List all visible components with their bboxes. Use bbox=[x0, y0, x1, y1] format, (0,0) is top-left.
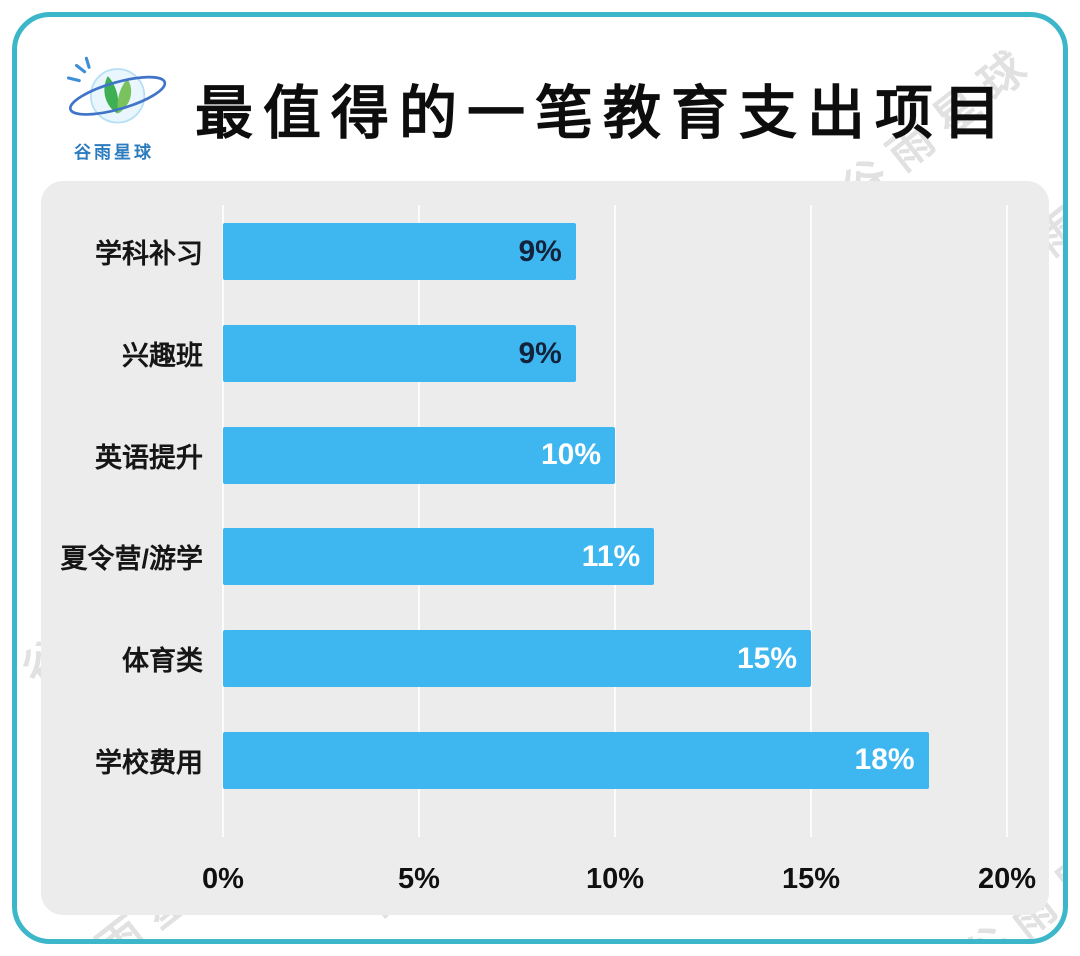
header: 谷雨星球 最值得的一笔教育支出项目 bbox=[55, 43, 1033, 173]
bar-value-label: 9% bbox=[518, 336, 562, 370]
bar: 15% bbox=[223, 630, 811, 688]
x-tick-label: 15% bbox=[781, 863, 841, 895]
brand-logo: 谷雨星球 bbox=[55, 53, 173, 163]
gridline bbox=[418, 205, 420, 837]
gridlines bbox=[222, 205, 1008, 837]
bar: 18% bbox=[223, 731, 929, 789]
category-label: 兴趣班 bbox=[122, 341, 203, 371]
bar-value-label: 18% bbox=[854, 743, 915, 777]
chart-row: 夏令营/游学 11% bbox=[60, 506, 1007, 608]
x-tick-label: 20% bbox=[977, 863, 1037, 895]
bar: 11% bbox=[223, 528, 655, 586]
x-axis: 0% 5% 10% 15% 20% bbox=[202, 863, 1036, 899]
bar: 10% bbox=[223, 426, 615, 484]
bar-value-label: 15% bbox=[736, 641, 797, 675]
planet-logo-icon bbox=[66, 56, 167, 124]
bar: 9% bbox=[223, 223, 576, 281]
chart-panel: 学科补习 9% 兴趣班 9% 英语提升 10% 夏令营/游学 11% 体育类 15% 学校费用 18%… bbox=[41, 181, 1049, 915]
gridline bbox=[810, 205, 812, 837]
category-label: 学校费用 bbox=[95, 747, 203, 778]
gridline bbox=[1006, 205, 1008, 837]
brand-name: 谷雨星球 bbox=[74, 143, 154, 162]
category-label: 学科补习 bbox=[95, 239, 203, 270]
chart-row: 英语提升 10% bbox=[95, 404, 1007, 506]
infographic-card: 谷雨星球谷雨星球谷雨星球谷雨星球谷雨星球谷雨星球谷雨星球谷雨星球谷雨星球谷雨星球… bbox=[12, 12, 1068, 944]
x-tick-label: 0% bbox=[202, 863, 244, 895]
category-label: 体育类 bbox=[122, 646, 203, 677]
x-tick-label: 10% bbox=[585, 863, 645, 895]
chart-row: 学校费用 18% bbox=[95, 709, 1007, 811]
bar-value-label: 11% bbox=[581, 539, 641, 573]
category-label: 夏令营/游学 bbox=[60, 544, 203, 575]
category-label: 英语提升 bbox=[95, 442, 203, 473]
gridline bbox=[222, 205, 224, 837]
x-tick-label: 5% bbox=[398, 863, 440, 895]
page-title: 最值得的一笔教育支出项目 bbox=[194, 81, 1011, 146]
bar-value-label: 9% bbox=[518, 234, 562, 268]
chart-row: 体育类 15% bbox=[122, 608, 1007, 710]
bar-value-label: 10% bbox=[540, 438, 601, 472]
chart-row: 兴趣班 9% bbox=[122, 303, 1007, 405]
bar: 9% bbox=[223, 325, 576, 382]
gridline bbox=[614, 205, 616, 837]
chart-rows: 学科补习 9% 兴趣班 9% 英语提升 10% 夏令营/游学 11% 体育类 15% 学校费用 18% bbox=[60, 201, 1007, 811]
chart-row: 学科补习 9% bbox=[95, 201, 1007, 303]
